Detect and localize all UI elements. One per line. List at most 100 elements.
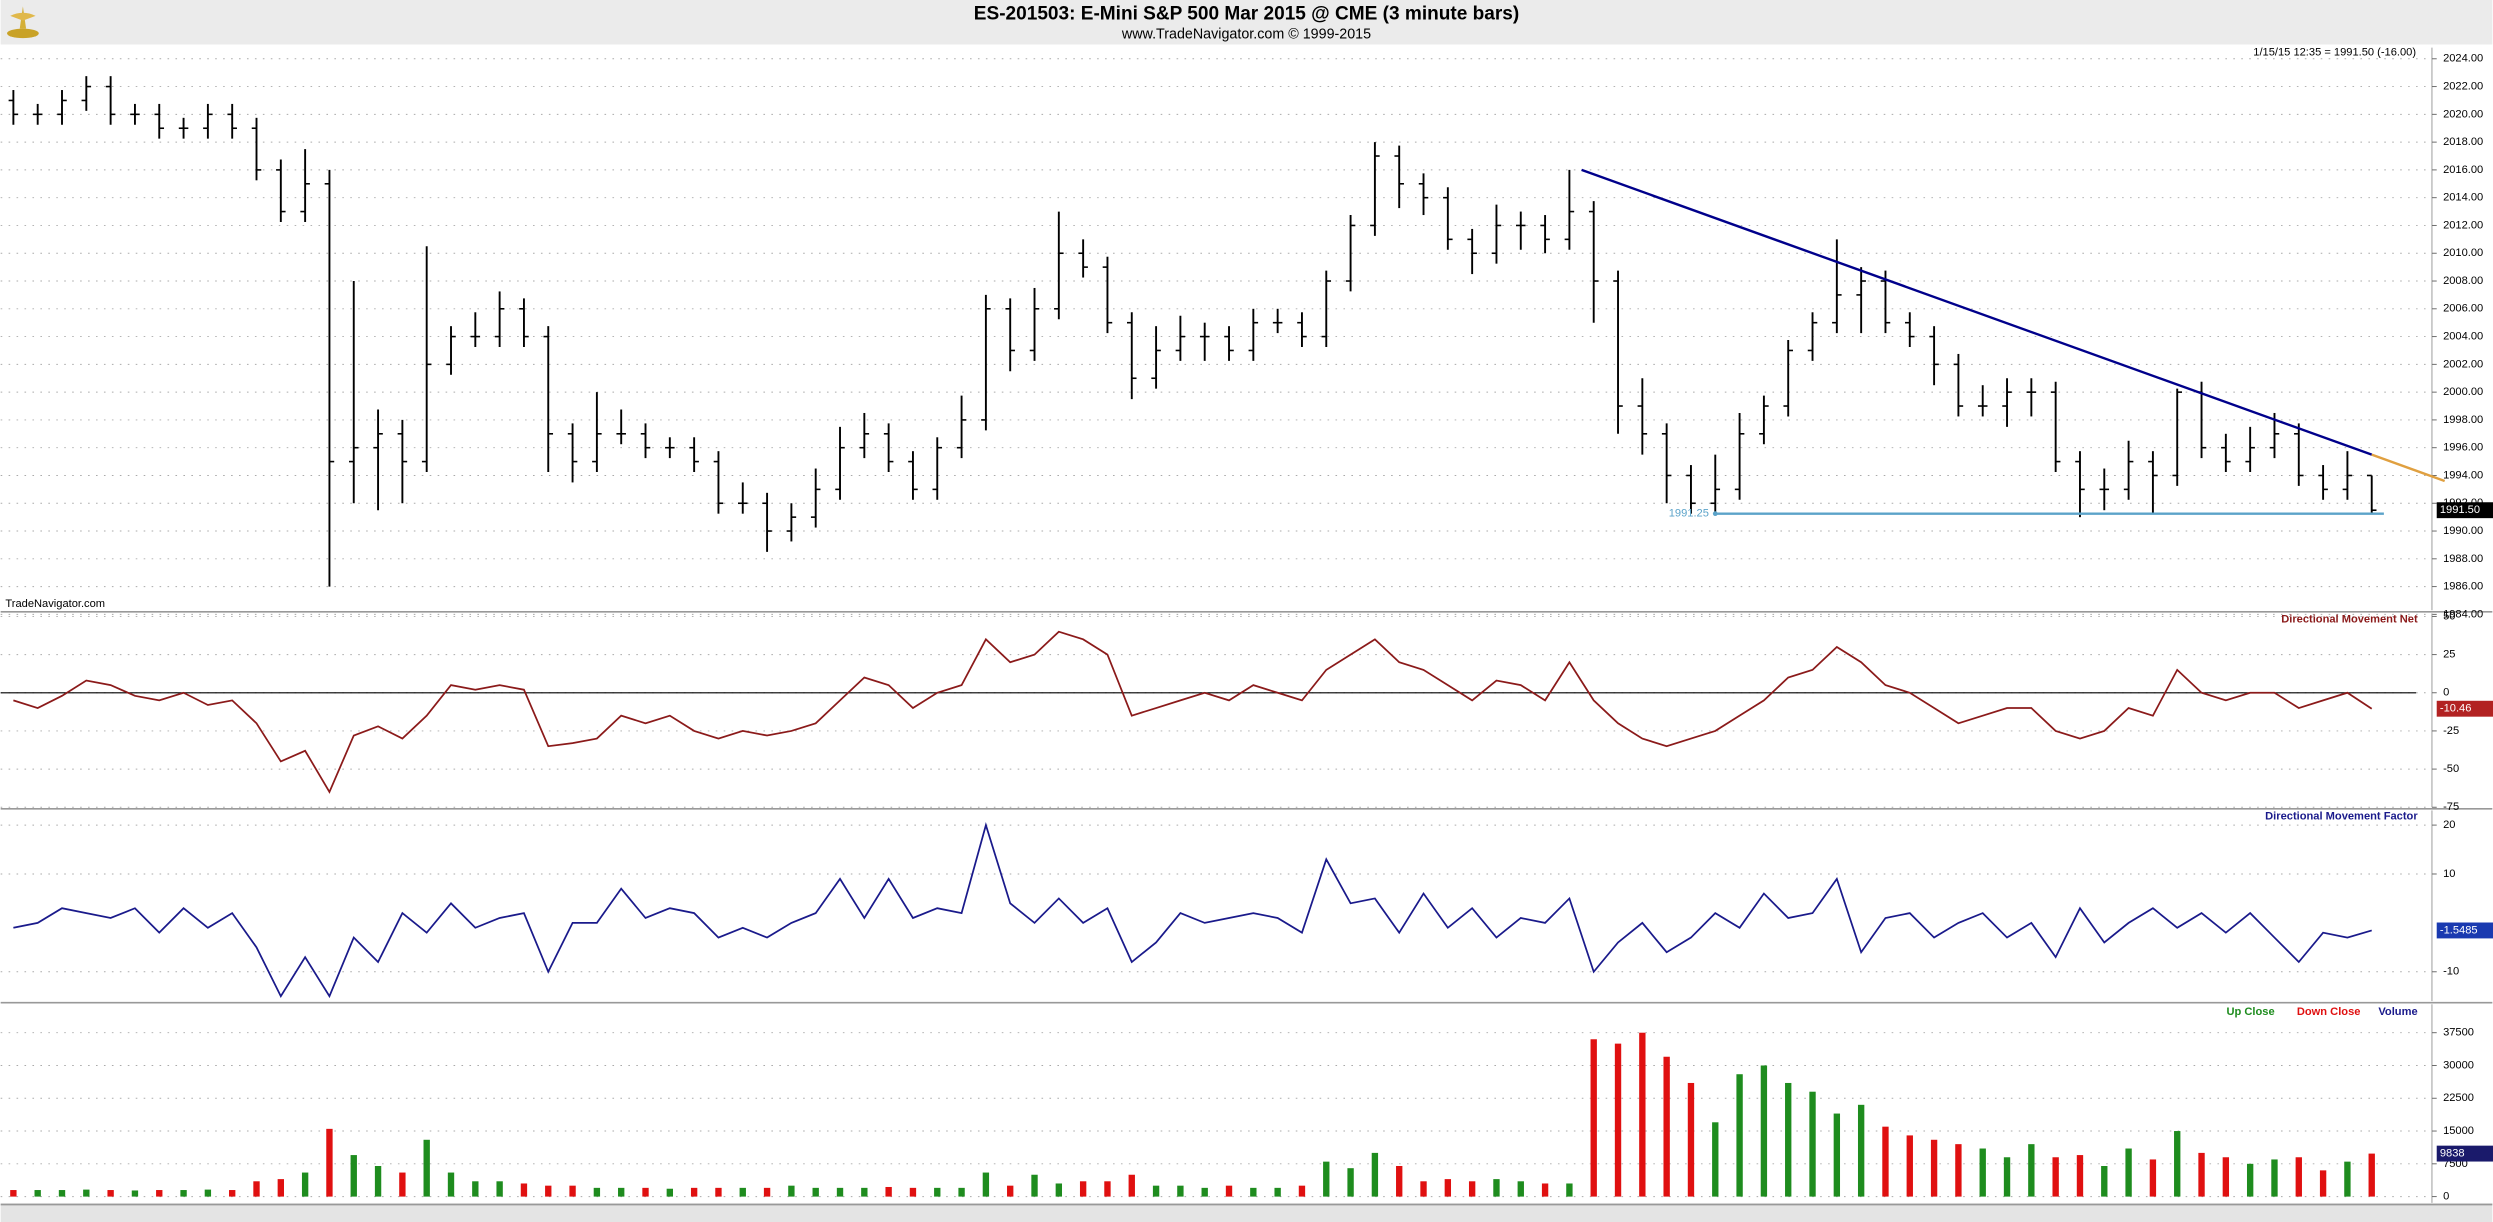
volume-bar bbox=[715, 1187, 722, 1197]
indicator-title: Directional Movement Net bbox=[2281, 614, 2418, 626]
volume-bar bbox=[83, 1189, 90, 1197]
volume-bar bbox=[982, 1172, 990, 1197]
volume-bar bbox=[1177, 1185, 1184, 1197]
volume-bar bbox=[399, 1172, 406, 1197]
chart-title: ES-201503: E-Mini S&P 500 Mar 2015 @ CME… bbox=[974, 3, 1519, 24]
y-tick-label: 25 bbox=[2443, 649, 2455, 661]
y-tick-label: -25 bbox=[2443, 725, 2459, 737]
y-tick-label: 2014.00 bbox=[2443, 192, 2483, 204]
y-tick-label: 22500 bbox=[2443, 1092, 2474, 1104]
volume-bar bbox=[204, 1189, 212, 1197]
volume-bar bbox=[326, 1128, 333, 1197]
volume-bar bbox=[1955, 1144, 1962, 1197]
volume-bar bbox=[763, 1187, 771, 1197]
last-value-box bbox=[2436, 922, 2493, 939]
volume-bar bbox=[836, 1187, 844, 1197]
volume-bar bbox=[277, 1179, 284, 1197]
volume-bar bbox=[1396, 1166, 1403, 1197]
last-value-label: -1.5485 bbox=[2440, 924, 2478, 936]
volume-bar bbox=[229, 1190, 236, 1197]
last-value-box bbox=[2436, 1145, 2493, 1162]
last-value-label: -10.46 bbox=[2440, 703, 2472, 715]
y-tick-label: 2002.00 bbox=[2443, 358, 2483, 370]
volume-bar bbox=[642, 1187, 649, 1197]
volume-bar bbox=[788, 1185, 795, 1197]
volume-bar bbox=[958, 1187, 965, 1197]
volume-bar bbox=[301, 1172, 309, 1197]
volume-bar bbox=[2344, 1161, 2351, 1197]
last-value-box bbox=[2436, 502, 2493, 519]
y-tick-label: 2006.00 bbox=[2443, 303, 2483, 315]
y-tick-label: 1998.00 bbox=[2443, 414, 2483, 426]
volume-bar bbox=[593, 1187, 601, 1197]
volume-bar bbox=[2198, 1152, 2205, 1197]
logo bbox=[7, 6, 39, 39]
volume-bar bbox=[1274, 1187, 1281, 1197]
volume-bar bbox=[107, 1190, 114, 1197]
y-tick-label: 37500 bbox=[2443, 1027, 2474, 1039]
volume-bar bbox=[885, 1186, 892, 1197]
volume-bar bbox=[1201, 1187, 1208, 1197]
volume-bar bbox=[569, 1185, 576, 1197]
volume-bar bbox=[1590, 1039, 1597, 1197]
y-tick-label: 2008.00 bbox=[2443, 275, 2483, 287]
y-tick-label: 30000 bbox=[2443, 1059, 2474, 1071]
volume-bar bbox=[934, 1187, 941, 1197]
volume-bar bbox=[1250, 1187, 1257, 1197]
volume-bar bbox=[1712, 1122, 1719, 1197]
volume-bar bbox=[1225, 1185, 1233, 1197]
volume-bar bbox=[374, 1166, 382, 1197]
volume-bar bbox=[10, 1190, 17, 1197]
y-tick-label: -50 bbox=[2443, 763, 2459, 775]
volume-bar bbox=[2125, 1148, 2132, 1197]
volume-bar bbox=[2222, 1157, 2230, 1197]
volume-bar bbox=[1007, 1185, 1014, 1197]
volume-bar bbox=[1663, 1056, 1670, 1197]
y-tick-label: -75 bbox=[2443, 801, 2459, 813]
last-value-label: 9838 bbox=[2440, 1148, 2465, 1160]
volume-bar bbox=[1444, 1179, 1452, 1197]
line-label: 1991.25 bbox=[1669, 508, 1709, 520]
volume-bar bbox=[2246, 1163, 2254, 1197]
volume-bar bbox=[861, 1187, 868, 1197]
y-tick-label: 2016.00 bbox=[2443, 164, 2483, 176]
volume-bar bbox=[2028, 1144, 2035, 1197]
volume-bar bbox=[1857, 1104, 1865, 1197]
y-tick-label: 0 bbox=[2443, 687, 2449, 699]
volume-bar bbox=[447, 1172, 455, 1197]
volume-bar bbox=[1614, 1043, 1622, 1197]
footer-bar bbox=[0, 1202, 2493, 1222]
volume-bar bbox=[1517, 1181, 1524, 1197]
volume-bar bbox=[1566, 1183, 1573, 1197]
volume-bar bbox=[1104, 1181, 1111, 1197]
y-tick-label: -10 bbox=[2443, 966, 2459, 978]
volume-bar bbox=[909, 1187, 917, 1197]
volume-bar bbox=[34, 1190, 41, 1197]
volume-bar bbox=[1906, 1135, 1913, 1197]
volume-bar bbox=[739, 1187, 746, 1197]
y-tick-label: 20 bbox=[2443, 819, 2455, 831]
y-tick-label: 15000 bbox=[2443, 1125, 2474, 1137]
volume-bar bbox=[618, 1187, 625, 1197]
volume-bar bbox=[2295, 1157, 2302, 1197]
legend-title: Volume bbox=[2378, 1006, 2417, 1018]
y-tick-label: 2018.00 bbox=[2443, 136, 2483, 148]
volume-bar bbox=[1809, 1091, 1816, 1197]
y-tick-label: 2004.00 bbox=[2443, 331, 2483, 343]
volume-bar bbox=[1128, 1174, 1135, 1197]
y-tick-label: 1990.00 bbox=[2443, 525, 2483, 537]
volume-bar bbox=[1323, 1161, 1330, 1197]
last-value-label: 1991.50 bbox=[2440, 504, 2480, 516]
y-tick-label: 0 bbox=[2443, 1191, 2449, 1203]
indicator-line bbox=[13, 630, 2373, 794]
volume-bar bbox=[1687, 1082, 1695, 1197]
quote-info: 1/15/15 12:35 = 1991.50 (-16.00) bbox=[2253, 46, 2416, 58]
y-tick-label: 1996.00 bbox=[2443, 442, 2483, 454]
volume-bar bbox=[2174, 1131, 2181, 1197]
volume-bar bbox=[1882, 1126, 1889, 1197]
volume-bar bbox=[1736, 1074, 1743, 1197]
volume-bar bbox=[2101, 1166, 2108, 1197]
volume-bar bbox=[180, 1190, 187, 1197]
volume-bar bbox=[1152, 1185, 1160, 1197]
